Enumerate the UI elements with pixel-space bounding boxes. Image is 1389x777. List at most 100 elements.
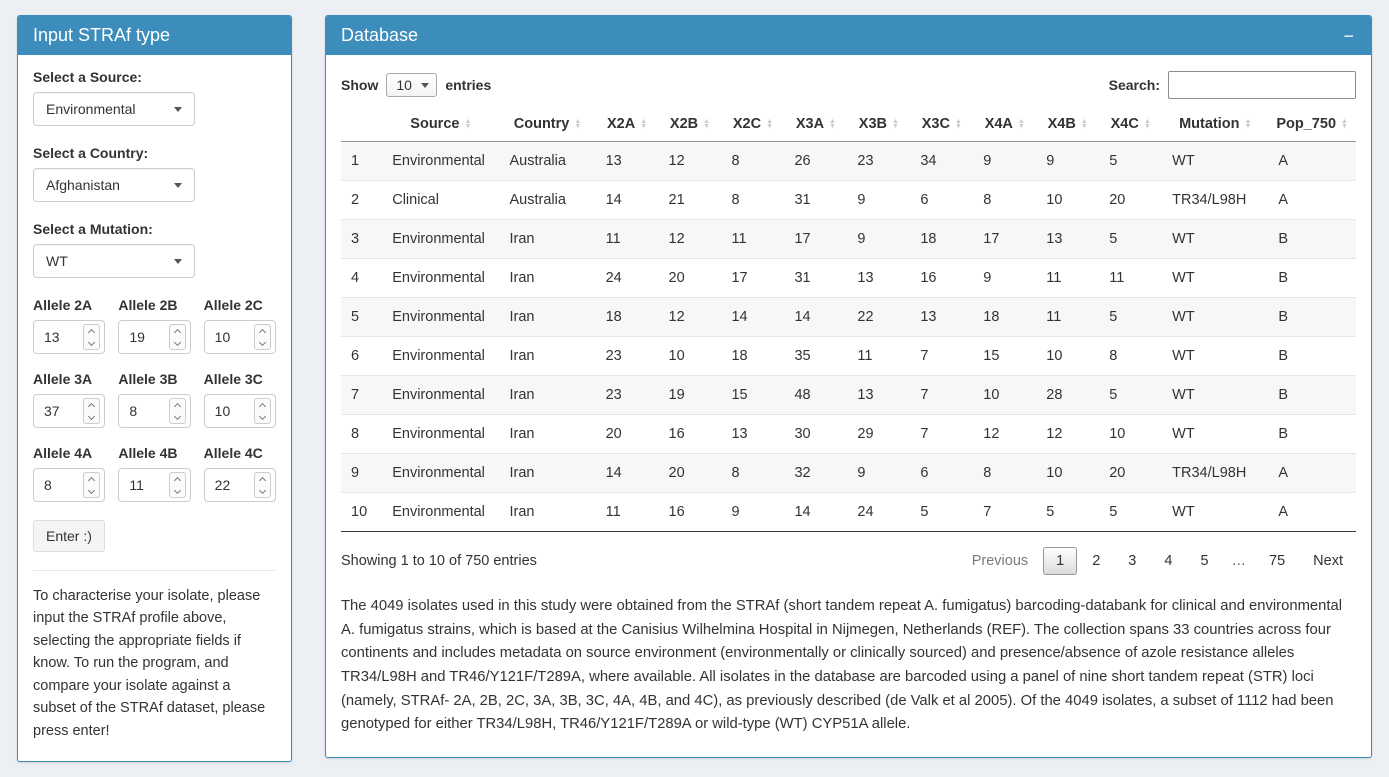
table-cell: WT <box>1162 258 1269 298</box>
column-header-source[interactable]: Source ▲ ▼ <box>382 107 500 142</box>
column-header-x2b[interactable]: X2B ▲ ▼ <box>658 107 722 142</box>
enter-button[interactable]: Enter :) <box>33 520 105 552</box>
column-header-pop_750[interactable]: Pop_750 ▲ ▼ <box>1268 107 1356 142</box>
page-length-select[interactable]: 10 <box>386 73 438 97</box>
column-header-x3b[interactable]: X3B ▲ ▼ <box>847 107 911 142</box>
column-header-x3c[interactable]: X3C ▲ ▼ <box>910 107 974 142</box>
country-select-value: Afghanistan <box>46 177 120 193</box>
column-header-x4c[interactable]: X4C ▲ ▼ <box>1099 107 1163 142</box>
table-cell: 26 <box>784 141 848 181</box>
table-cell: Environmental <box>382 258 500 298</box>
allele-grid: Allele 2A 13 Allele 2B 19 Allele 2C 10 Allele … <box>33 297 276 502</box>
column-header-x3a[interactable]: X3A ▲ ▼ <box>784 107 848 142</box>
collapse-button[interactable]: − <box>1343 25 1354 46</box>
table-cell: Environmental <box>382 375 500 415</box>
table-cell: 18 <box>595 297 659 337</box>
allele-2a-label: Allele 2A <box>33 297 93 313</box>
table-cell: 8 <box>721 180 785 220</box>
table-cell: Environmental <box>382 414 500 454</box>
table-cell: 12 <box>658 219 722 259</box>
number-spinner[interactable] <box>168 324 186 350</box>
table-footer: Showing 1 to 10 of 750 entries Previous 1… <box>341 532 1356 579</box>
sort-icon: ▲ ▼ <box>955 118 962 130</box>
allele-2a-input[interactable]: 13 <box>33 320 106 354</box>
column-header-x2a[interactable]: X2A ▲ ▼ <box>595 107 659 142</box>
allele-2c-input[interactable]: 10 <box>203 320 276 354</box>
number-spinner[interactable] <box>83 398 101 424</box>
page-button-4[interactable]: 4 <box>1164 553 1173 569</box>
column-header-label: X2C <box>732 116 762 132</box>
sort-icon: ▲ ▼ <box>829 118 836 130</box>
table-row[interactable]: 7 Environmental Iran 23 19 15 48 13 7 10 28 5 WT B <box>341 375 1356 415</box>
table-cell: 10 <box>1099 414 1163 454</box>
search-input[interactable] <box>1168 71 1356 99</box>
allele-2c-value: 10 <box>214 329 231 345</box>
table-cell: 20 <box>658 453 722 493</box>
page-button-3[interactable]: 3 <box>1128 553 1137 569</box>
column-header-x2c[interactable]: X2C ▲ ▼ <box>721 107 785 142</box>
table-cell: 8 <box>1099 336 1163 376</box>
column-header-mutation[interactable]: Mutation ▲ ▼ <box>1162 107 1269 142</box>
page-button-75[interactable]: 75 <box>1269 553 1286 569</box>
source-select-label: Select a Source: <box>33 69 142 85</box>
database-panel-title: Database <box>341 25 419 45</box>
mutation-select[interactable]: WT <box>33 244 195 278</box>
table-row[interactable]: 4 Environmental Iran 24 20 17 31 13 16 9 11 11 WT B <box>341 258 1356 298</box>
table-cell: Environmental <box>382 453 500 493</box>
page-button-next[interactable]: Next <box>1313 553 1343 569</box>
allele-4a-input[interactable]: 8 <box>33 468 106 502</box>
column-header-country[interactable]: Country ▲ ▼ <box>499 107 596 142</box>
table-row[interactable]: 1 Environmental Australia 13 12 8 26 23 34 9 9 5 WT A <box>341 141 1356 181</box>
table-cell: 5 <box>1099 141 1163 181</box>
chevron-down-icon <box>258 338 267 346</box>
table-cell: 23 <box>595 375 659 415</box>
page-button-1[interactable]: 1 <box>1043 547 1078 575</box>
table-cell: 13 <box>595 141 659 181</box>
table-cell: B <box>1268 297 1356 337</box>
table-row[interactable]: 3 Environmental Iran 11 12 11 17 9 18 17 13 5 WT B <box>341 219 1356 259</box>
table-row[interactable]: 8 Environmental Iran 20 16 13 30 29 7 12 12 10 WT B <box>341 414 1356 454</box>
number-spinner[interactable] <box>168 472 186 498</box>
divider <box>33 570 276 571</box>
column-header-x4b[interactable]: X4B ▲ ▼ <box>1036 107 1100 142</box>
country-select[interactable]: Afghanistan <box>33 168 195 202</box>
database-description: The 4049 isolates used in this study wer… <box>341 598 1342 733</box>
number-spinner[interactable] <box>83 472 101 498</box>
page-button-2[interactable]: 2 <box>1092 553 1101 569</box>
table-cell: 11 <box>595 492 659 532</box>
number-spinner[interactable] <box>254 472 271 498</box>
table-cell: TR34/L98H <box>1162 453 1269 493</box>
allele-4c-input[interactable]: 22 <box>203 468 276 502</box>
table-row[interactable]: 6 Environmental Iran 23 10 18 35 11 7 15 10 8 WT B <box>341 336 1356 376</box>
table-row[interactable]: 10 Environmental Iran 11 16 9 14 24 5 7 5 5 WT A <box>341 492 1356 532</box>
number-spinner[interactable] <box>168 398 186 424</box>
allele-3c-input[interactable]: 10 <box>203 394 276 428</box>
column-header-index <box>341 107 383 142</box>
page-button-5[interactable]: 5 <box>1200 553 1209 569</box>
allele-3b-input[interactable]: 8 <box>118 394 191 428</box>
allele-4b-label: Allele 4B <box>118 445 178 461</box>
table-cell: 13 <box>1036 219 1100 259</box>
row-index-cell: 6 <box>341 336 383 376</box>
source-select[interactable]: Environmental <box>33 92 195 126</box>
table-row[interactable]: 9 Environmental Iran 14 20 8 32 9 6 8 10 20 TR34/L98… <box>341 453 1356 493</box>
table-row[interactable]: 5 Environmental Iran 18 12 14 14 22 13 18 11 5 WT B <box>341 297 1356 337</box>
column-header-x4a[interactable]: X4A ▲ ▼ <box>973 107 1037 142</box>
allele-2b-input[interactable]: 19 <box>118 320 191 354</box>
table-cell: 12 <box>973 414 1037 454</box>
allele-2c-label: Allele 2C <box>203 297 263 313</box>
allele-3a-input[interactable]: 37 <box>33 394 106 428</box>
number-spinner[interactable] <box>83 324 101 350</box>
source-select-group: Select a Source: Environmental <box>33 69 276 126</box>
sort-asc-icon: ▲ <box>892 117 899 125</box>
allele-4b-input[interactable]: 11 <box>118 468 191 502</box>
table-cell: 21 <box>658 180 722 220</box>
sort-icon: ▲ ▼ <box>1018 118 1025 130</box>
number-spinner[interactable] <box>254 324 271 350</box>
table-cell: B <box>1268 336 1356 376</box>
number-spinner[interactable] <box>254 398 271 424</box>
table-row[interactable]: 2 Clinical Australia 14 21 8 31 9 6 8 10 20 TR34/L98… <box>341 180 1356 220</box>
table-cell: 48 <box>784 375 848 415</box>
search-label: Search: <box>1108 77 1160 93</box>
sort-desc-icon: ▼ <box>892 123 899 131</box>
